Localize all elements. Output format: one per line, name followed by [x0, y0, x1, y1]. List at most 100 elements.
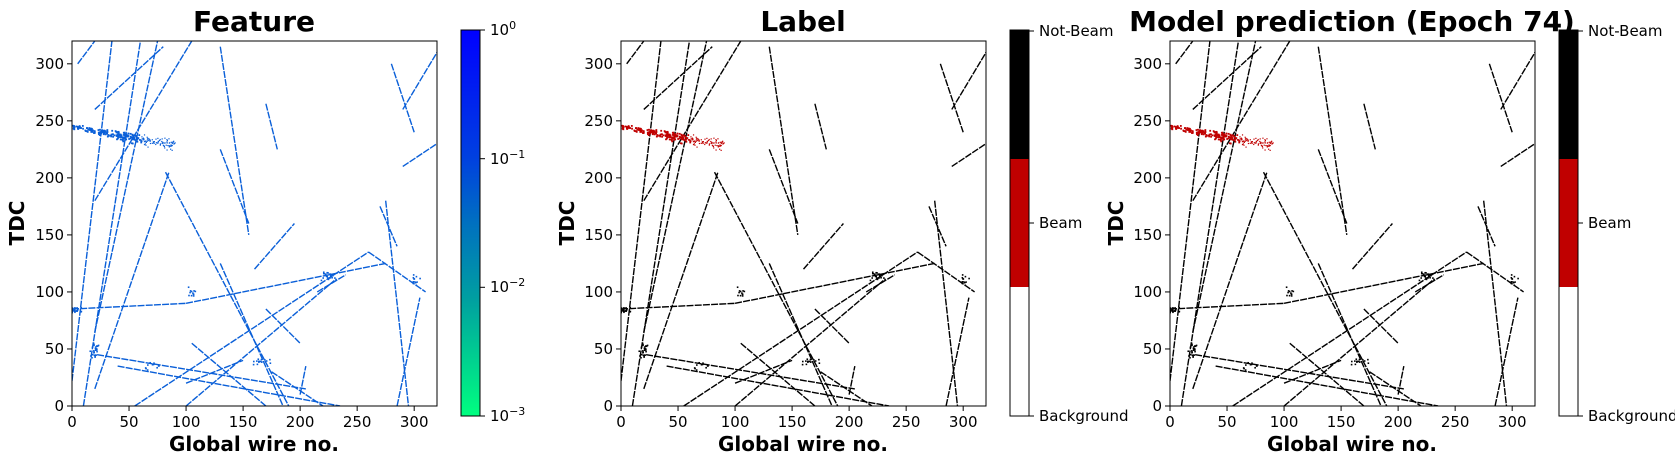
- beam-hit: [1171, 127, 1173, 130]
- hit: [1251, 362, 1253, 364]
- hit: [645, 350, 647, 353]
- track: [1477, 206, 1496, 247]
- beam-hit: [1233, 136, 1236, 139]
- hit: [91, 353, 94, 356]
- beam-hit: [655, 130, 658, 133]
- hit: [156, 366, 158, 369]
- beam-hit: [98, 134, 101, 136]
- beam-hit: [715, 141, 717, 143]
- track: [164, 171, 290, 406]
- track: [928, 206, 947, 247]
- hit: [1422, 273, 1425, 276]
- beam-hit: [1183, 127, 1186, 129]
- hit: [326, 271, 329, 274]
- hit: [813, 359, 815, 361]
- hit: [265, 360, 268, 362]
- beam-hit: [692, 139, 694, 141]
- hit: [1178, 306, 1181, 309]
- hit: [320, 279, 323, 282]
- beam-hit: [112, 133, 114, 136]
- beam-hit: [1176, 126, 1178, 129]
- beam-hit: [1215, 133, 1217, 136]
- track: [1170, 302, 1285, 310]
- beam-hit: [1264, 142, 1266, 144]
- beam-hit: [1260, 144, 1263, 146]
- hit: [1428, 273, 1430, 276]
- colorbar-segment-background: [1010, 287, 1029, 416]
- beam-hit: [136, 138, 138, 141]
- beam-hit: [637, 127, 640, 129]
- x-tick-label: 50: [119, 413, 138, 431]
- beam-hit: [1257, 139, 1259, 142]
- y-axis-ticks: 0 50 100 150 200 250 300: [1133, 55, 1170, 415]
- beam-hit: [689, 141, 692, 144]
- hit: [965, 281, 967, 283]
- hit: [643, 349, 646, 351]
- beam-hit: [695, 140, 697, 142]
- beam-hit: [1222, 138, 1225, 141]
- colorbar-tick-label: 10−1: [490, 148, 525, 168]
- hit: [801, 360, 804, 363]
- hit: [1167, 308, 1169, 310]
- beam-hit: [1260, 141, 1262, 143]
- beam-hit: [109, 134, 112, 137]
- hit: [1514, 281, 1516, 283]
- beam-hit: [149, 142, 152, 145]
- beam-hit: [705, 142, 707, 144]
- hit: [192, 293, 195, 296]
- beam-hit: [147, 139, 149, 142]
- hit: [742, 290, 744, 292]
- beam-hit: [156, 142, 158, 144]
- hit: [76, 307, 78, 309]
- beam-hit: [723, 142, 725, 144]
- hit: [324, 273, 327, 276]
- beam-hit: [73, 127, 75, 130]
- hit: [414, 281, 417, 284]
- hit: [638, 350, 641, 353]
- beam-hit: [627, 125, 630, 127]
- hit: [814, 360, 817, 362]
- hit: [808, 360, 811, 363]
- beam-hit: [1261, 145, 1264, 148]
- beam-hit: [1255, 140, 1257, 142]
- beam-hit: [639, 130, 642, 133]
- hit: [619, 307, 621, 309]
- beam-hit: [97, 133, 100, 135]
- beam-hit: [1232, 139, 1235, 142]
- hit: [69, 308, 71, 310]
- hit: [629, 306, 632, 309]
- hit: [1191, 354, 1194, 357]
- beam-hit: [719, 145, 722, 147]
- colorbar-tick-label: 100: [490, 19, 516, 39]
- hit: [645, 349, 647, 351]
- hit: [1165, 309, 1167, 311]
- beam-hit: [676, 132, 679, 135]
- x-tick-label: 100: [1270, 413, 1299, 431]
- beam-hit: [636, 128, 639, 131]
- beam-hit: [1199, 131, 1202, 134]
- beam-hit: [166, 141, 168, 143]
- beam-hit: [1267, 142, 1269, 144]
- track: [402, 143, 437, 168]
- beam-hit: [1204, 130, 1207, 133]
- track: [1414, 274, 1445, 293]
- hit: [618, 308, 620, 310]
- beam-hit: [1218, 136, 1221, 139]
- hit: [1429, 273, 1431, 276]
- beam-hit: [143, 141, 146, 143]
- hit: [614, 310, 616, 312]
- track: [740, 342, 816, 406]
- hit: [741, 293, 744, 296]
- hit: [322, 277, 324, 279]
- beam-hit: [718, 145, 721, 147]
- beam-hit: [1222, 134, 1224, 137]
- hit: [1354, 363, 1357, 366]
- hit: [335, 278, 337, 281]
- hit: [1192, 349, 1195, 351]
- beam-hit: [116, 138, 118, 141]
- beam-hit: [163, 145, 166, 148]
- track: [945, 297, 970, 406]
- hit: [702, 362, 704, 364]
- beam-hit: [131, 142, 134, 145]
- track: [1317, 149, 1348, 224]
